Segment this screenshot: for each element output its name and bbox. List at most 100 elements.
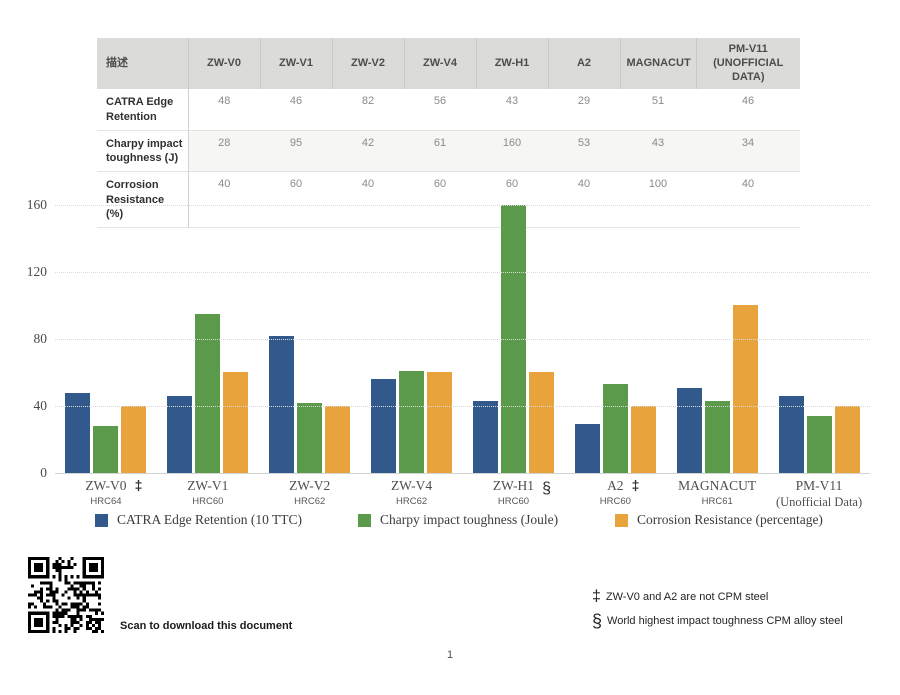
category-name: ZW-V0 ‡ — [85, 477, 143, 493]
x-axis-label: ZW-V2 HRC62 — [230, 478, 390, 507]
legend-label: Corrosion Resistance (percentage) — [637, 512, 823, 527]
table-row: Corrosion Resistance (%) 40 60 40 60 60 40 100 4… — [97, 171, 800, 228]
bar — [297, 403, 323, 473]
row-label: Charpy impact toughness (J) — [97, 130, 189, 172]
table-header-row: 描述 ZW-V0 ZW-V1 ZW-V2 ZW-V4 ZW-H1 A2 MAGNACUT PM… — [97, 38, 800, 90]
category-sublabel: HRC60 — [192, 495, 224, 507]
row-label: CATRA Edge Retention — [97, 89, 189, 131]
table-cell: 51 — [651, 95, 665, 108]
qr-code — [28, 557, 104, 633]
qr-caption: Scan to download this document — [120, 620, 293, 632]
chart-plot-area: ZW-V0 ‡ HRC64 ZW-V1 HRC60 ZW-V2 HRC62 ZW-V4 HRC6… — [55, 205, 870, 509]
y-axis-tick-label: 40 — [33, 398, 48, 413]
y-axis-tick-label: 80 — [33, 331, 48, 346]
steel-spec-table: 描述 ZW-V0 ZW-V1 ZW-V2 ZW-V4 ZW-H1 A2 MAGNACUT PM… — [97, 38, 800, 228]
bar — [121, 406, 147, 473]
category-sublabel: HRC60 — [599, 495, 631, 507]
column-header: ZW-V2 — [331, 38, 404, 90]
double-dagger-icon: ‡ — [134, 477, 143, 493]
bar-group-magnacut: MAGNACUT HRC61 — [676, 305, 758, 507]
gridline — [55, 473, 870, 474]
category-sublabel: HRC62 — [294, 495, 326, 507]
table-cell: 53 — [548, 130, 620, 172]
table-cell: 95 — [260, 130, 332, 172]
bar — [704, 401, 730, 473]
bar — [371, 379, 397, 473]
bar — [834, 406, 860, 473]
column-header: A2 — [547, 38, 620, 90]
legend-label: Charpy impact toughness (Joule) — [380, 512, 559, 527]
bar — [806, 416, 832, 473]
footnote-not-cpm: ‡ ZW-V0 and A2 are not CPM steel — [592, 589, 768, 605]
gridline — [55, 272, 870, 273]
table-cell: 48 — [218, 95, 231, 108]
table-cell: 29 — [577, 95, 591, 108]
table-cell: 61 — [404, 130, 476, 172]
bar — [778, 396, 804, 473]
category-name: MAGNACUT — [678, 478, 757, 493]
legend-item: CATRA Edge Retention (10 TTC) — [95, 512, 302, 528]
category-sublabel: HRC60 — [497, 495, 530, 507]
description-column-header: 描述 — [97, 38, 188, 90]
bar — [676, 388, 702, 473]
x-axis-label: A2 ‡ HRC60 — [535, 477, 695, 507]
bar-group-pm-v11: PM-V11 (Unofficial Data) — [776, 396, 862, 509]
section-sign-icon: § — [592, 611, 603, 631]
x-axis-label: ZW-V0 ‡ HRC64 — [26, 477, 186, 507]
category-sublabel: HRC61 — [701, 495, 733, 507]
table-cell: 46 — [741, 95, 755, 108]
legend-label: CATRA Edge Retention (10 TTC) — [117, 512, 302, 527]
table-cell: 40 — [361, 178, 375, 191]
footnote-highest-toughness: § World highest impact toughness CPM all… — [592, 612, 843, 630]
footnote-text: ZW-V0 and A2 are not CPM steel — [605, 591, 769, 603]
bar — [630, 406, 656, 473]
table-cell: 42 — [332, 130, 404, 172]
bar — [732, 305, 758, 473]
table-cell: 56 — [433, 95, 447, 108]
category-name: PM-V11 — [795, 478, 843, 493]
table-cell: 100 — [648, 178, 668, 191]
gridline — [55, 339, 870, 340]
bar — [325, 406, 351, 473]
table-cell: 43 — [505, 95, 519, 108]
row-label: Corrosion Resistance (%) — [97, 171, 189, 228]
y-axis-tick-label: 0 — [40, 465, 47, 480]
category-name: ZW-V2 — [289, 478, 331, 493]
table-cell: 60 — [289, 178, 303, 191]
column-header: ZW-V4 — [403, 38, 476, 90]
bar-group-zw-v1: ZW-V1 HRC60 — [167, 314, 249, 507]
table-cell: 28 — [188, 130, 260, 172]
bar — [427, 372, 453, 473]
bar — [602, 384, 628, 473]
category-name: ZW-H1 § — [492, 478, 551, 497]
gridline — [55, 406, 870, 407]
table-cell: 40 — [218, 178, 231, 191]
table-cell: 43 — [620, 130, 696, 172]
x-axis-label: ZW-V4 HRC62 — [332, 478, 492, 507]
category-sublabel: (Unofficial Data) — [775, 494, 863, 509]
gridline — [55, 205, 870, 206]
legend-item: Charpy impact toughness (Joule) — [358, 512, 558, 528]
x-axis-label: ZW-V1 HRC60 — [128, 478, 288, 507]
x-axis-label: MAGNACUT HRC61 — [637, 478, 797, 507]
double-dagger-icon: ‡ — [592, 588, 601, 605]
table-cell: 82 — [361, 95, 375, 108]
table-cell: 60 — [505, 178, 519, 191]
table-cell: 40 — [577, 178, 591, 191]
category-sublabel: HRC62 — [395, 495, 428, 507]
column-header: PM-V11 (UNOFFICIAL DATA) — [695, 38, 800, 90]
bar — [399, 371, 425, 473]
bar — [195, 314, 221, 473]
bar-chart: ZW-V0 ‡ HRC64 ZW-V1 HRC60 ZW-V2 HRC62 ZW-V4 HRC6… — [0, 195, 900, 540]
bar-group-a2: A2 ‡ HRC60 — [574, 384, 656, 507]
page-number: 1 — [446, 649, 454, 661]
x-axis-label: ZW-H1 § HRC60 — [433, 478, 593, 507]
bar-group-zw-v2: ZW-V2 HRC62 — [269, 336, 351, 507]
table-cell: 160 — [476, 130, 548, 172]
bar — [472, 401, 498, 473]
bar — [574, 424, 600, 473]
table-cell: 34 — [696, 130, 800, 172]
category-name: ZW-V4 — [390, 478, 433, 493]
bar-group-zw-v4: ZW-V4 HRC62 — [371, 371, 453, 507]
